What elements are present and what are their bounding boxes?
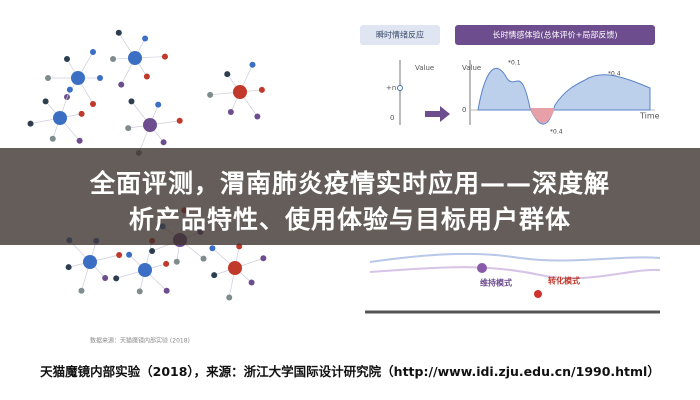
node	[118, 81, 125, 88]
title-line: 析产品特性、使用体验与目标用户群体	[128, 205, 571, 234]
node	[173, 258, 180, 265]
title-banner: 全面评测，渭南肺炎疫情实时应用——深度解 析产品特性、使用体验与目标用户群体	[0, 148, 700, 245]
legend-label: 转化模式	[548, 276, 580, 286]
node	[149, 248, 156, 255]
node	[249, 61, 256, 68]
node	[42, 98, 49, 105]
node	[200, 255, 207, 262]
annotation: *0.4	[550, 129, 563, 136]
hub	[53, 111, 67, 125]
node	[128, 98, 135, 105]
node	[248, 279, 255, 286]
axis-label: Value	[462, 64, 481, 72]
node	[126, 251, 133, 258]
marker	[477, 263, 487, 273]
node	[97, 75, 103, 81]
node	[209, 245, 216, 252]
node	[76, 137, 83, 144]
annotation: *0.1	[508, 60, 521, 67]
node	[163, 287, 170, 294]
axis-tick: +n	[386, 84, 396, 92]
title-line: 全面评测，渭南肺炎疫情实时应用——深度解	[89, 169, 610, 198]
node	[110, 56, 117, 63]
node	[211, 272, 218, 279]
axis-tick: 0	[390, 114, 394, 122]
node	[176, 117, 183, 124]
hub	[138, 263, 152, 277]
node	[161, 53, 168, 60]
node	[116, 251, 123, 258]
node	[78, 287, 85, 294]
area	[477, 68, 651, 125]
node	[224, 71, 231, 78]
curve	[369, 266, 661, 280]
axis-tick: 0	[462, 106, 466, 114]
header: 长时情感体验(总体评价+局部反馈)	[493, 30, 618, 40]
header-box	[455, 25, 655, 45]
node	[49, 135, 56, 142]
node	[260, 255, 267, 262]
hub	[128, 51, 142, 65]
annotation: *0.4	[608, 71, 621, 78]
node	[136, 288, 143, 295]
hub	[233, 85, 247, 99]
hub	[228, 261, 242, 275]
node	[142, 35, 149, 42]
legend-label: 维持模式	[480, 278, 512, 288]
node	[155, 101, 162, 108]
node	[64, 55, 70, 62]
node	[78, 110, 85, 117]
node	[66, 86, 73, 93]
node	[45, 75, 51, 81]
node	[254, 113, 261, 120]
node	[160, 139, 167, 146]
hub	[83, 255, 97, 269]
node	[113, 275, 120, 282]
caption: 天猫魔镜内部实验（2018），来源：浙江大学国际设计研究院（http://www…	[40, 364, 660, 379]
node	[143, 73, 150, 80]
node	[226, 294, 233, 301]
curve	[369, 252, 661, 263]
node	[227, 109, 234, 116]
node	[102, 274, 109, 281]
node	[65, 264, 72, 271]
header-box	[360, 25, 440, 45]
area	[530, 108, 555, 123]
node	[207, 91, 214, 98]
axis-label: Value	[415, 64, 434, 72]
axis-label: Time	[639, 112, 660, 121]
arrow	[425, 106, 450, 122]
node	[125, 125, 132, 132]
point	[397, 85, 403, 91]
header: 瞬时情绪反应	[376, 30, 424, 40]
node	[90, 49, 96, 56]
hub	[71, 71, 85, 85]
node	[163, 260, 170, 267]
marker	[534, 290, 542, 298]
node	[258, 86, 265, 93]
node	[115, 29, 122, 36]
node	[27, 120, 34, 127]
hub	[143, 118, 157, 132]
source-note: 数据来源：天猫魔镜内部实验 (2018)	[90, 337, 190, 345]
node	[90, 100, 96, 107]
